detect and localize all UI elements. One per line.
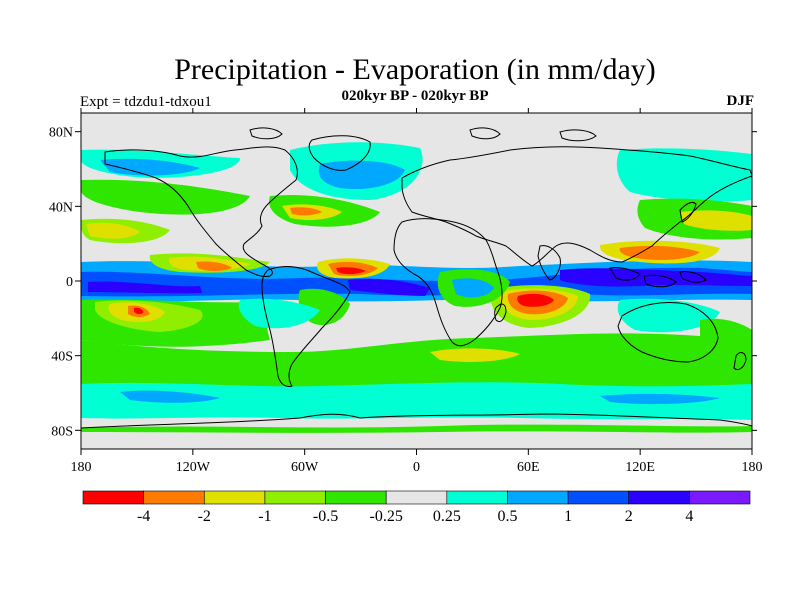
- colorbar-swatch: [446, 490, 508, 505]
- lon-tick-label: 180: [71, 460, 92, 475]
- coastline-arctic: [249, 127, 597, 142]
- coastline-africa: [393, 218, 503, 347]
- lat-tick-label: 0: [66, 275, 73, 290]
- field-patch: [81, 333, 752, 400]
- field-patch: [517, 293, 554, 307]
- colorbar-label: 1: [564, 508, 572, 525]
- coastline-antarctica: [81, 413, 752, 429]
- coastlines: [81, 127, 752, 429]
- lat-tick-label: 40N: [49, 200, 73, 215]
- longitude-axis: 180 120W 60W 0 60E 120E 180: [71, 108, 763, 475]
- colorbar-label: -2: [198, 508, 211, 525]
- colorbar-swatch: [507, 490, 569, 505]
- lat-tick-label: 80N: [49, 126, 73, 141]
- colorbar-label: 0.25: [433, 508, 461, 525]
- field-patch: [88, 281, 202, 294]
- colorbar-label: -1: [258, 508, 271, 525]
- field-patch: [318, 160, 405, 190]
- colorbar-swatch: [567, 490, 630, 505]
- colorbar-swatch: [628, 490, 690, 505]
- colorbar-label: 4: [685, 508, 693, 525]
- colorbar-label: -4: [137, 508, 150, 525]
- field-patch: [81, 424, 752, 433]
- lon-tick-label: 60W: [291, 460, 319, 475]
- lon-tick-label: 0: [413, 460, 420, 475]
- field-patch: [196, 261, 232, 271]
- field-patch: [600, 393, 720, 405]
- lon-tick-label: 60E: [517, 460, 540, 475]
- coastline-greenland: [308, 135, 371, 171]
- colorbar: -4 -2 -1 -0.5 -0.25 0.25 0.5 1 2 4: [82, 490, 751, 525]
- colorbar-label: -0.25: [370, 508, 403, 525]
- field-patch: [290, 207, 322, 216]
- field-patch: [616, 148, 752, 202]
- coastline-india: [537, 245, 561, 281]
- coastline-australia: [617, 302, 719, 363]
- field-patch: [348, 278, 430, 296]
- colorbar-swatch: [203, 490, 266, 505]
- colorbar-swatch: [143, 490, 205, 505]
- colorbar-swatch: [325, 490, 387, 505]
- coastline-south-america: [261, 266, 351, 387]
- field-patch: [430, 348, 520, 362]
- field-patch: [100, 158, 200, 176]
- latitude-axis: 80N 40N 0 40S 80S: [49, 126, 757, 439]
- coastline-madagascar: [494, 303, 507, 323]
- colorbar-label: -0.5: [313, 508, 338, 525]
- colorbar-label: 2: [625, 508, 633, 525]
- field-patch: [336, 267, 366, 275]
- field-patch: [238, 298, 320, 329]
- field-patch: [134, 307, 144, 315]
- colorbar-swatch: [264, 490, 326, 505]
- field-patch: [560, 268, 752, 287]
- field-patch: [86, 222, 140, 239]
- colorbar-swatch: [689, 490, 751, 505]
- field-patch: [680, 210, 752, 231]
- field-patch: [120, 390, 220, 403]
- lon-tick-label: 180: [742, 460, 763, 475]
- chart-title: Precipitation - Evaporation (in mm/day): [174, 53, 656, 86]
- colorbar-swatch: [385, 490, 448, 505]
- colorbar-label: 0.5: [497, 508, 517, 525]
- lat-tick-label: 80S: [51, 424, 73, 439]
- lon-tick-label: 120E: [625, 460, 655, 475]
- experiment-label: Expt = tdzdu1-tdxou1: [80, 94, 212, 110]
- season-label: DJF: [726, 93, 755, 109]
- field-layer: [81, 142, 752, 433]
- lon-tick-label: 120W: [176, 460, 211, 475]
- field-patch: [619, 245, 700, 260]
- field-patch: [81, 382, 752, 420]
- field-patch: [700, 318, 752, 361]
- lat-tick-label: 40S: [51, 350, 73, 365]
- field-patch: [452, 278, 494, 298]
- chart-subtitle: 020kyr BP - 020kyr BP: [341, 88, 489, 104]
- coastline-indonesia: [609, 267, 707, 288]
- field-patch: [81, 179, 250, 215]
- coastline-japan: [679, 201, 697, 223]
- coastline-north-america: [104, 146, 298, 277]
- colorbar-swatch: [82, 490, 144, 505]
- coastline-eurasia: [401, 146, 752, 267]
- coastline-new-zealand: [733, 352, 747, 371]
